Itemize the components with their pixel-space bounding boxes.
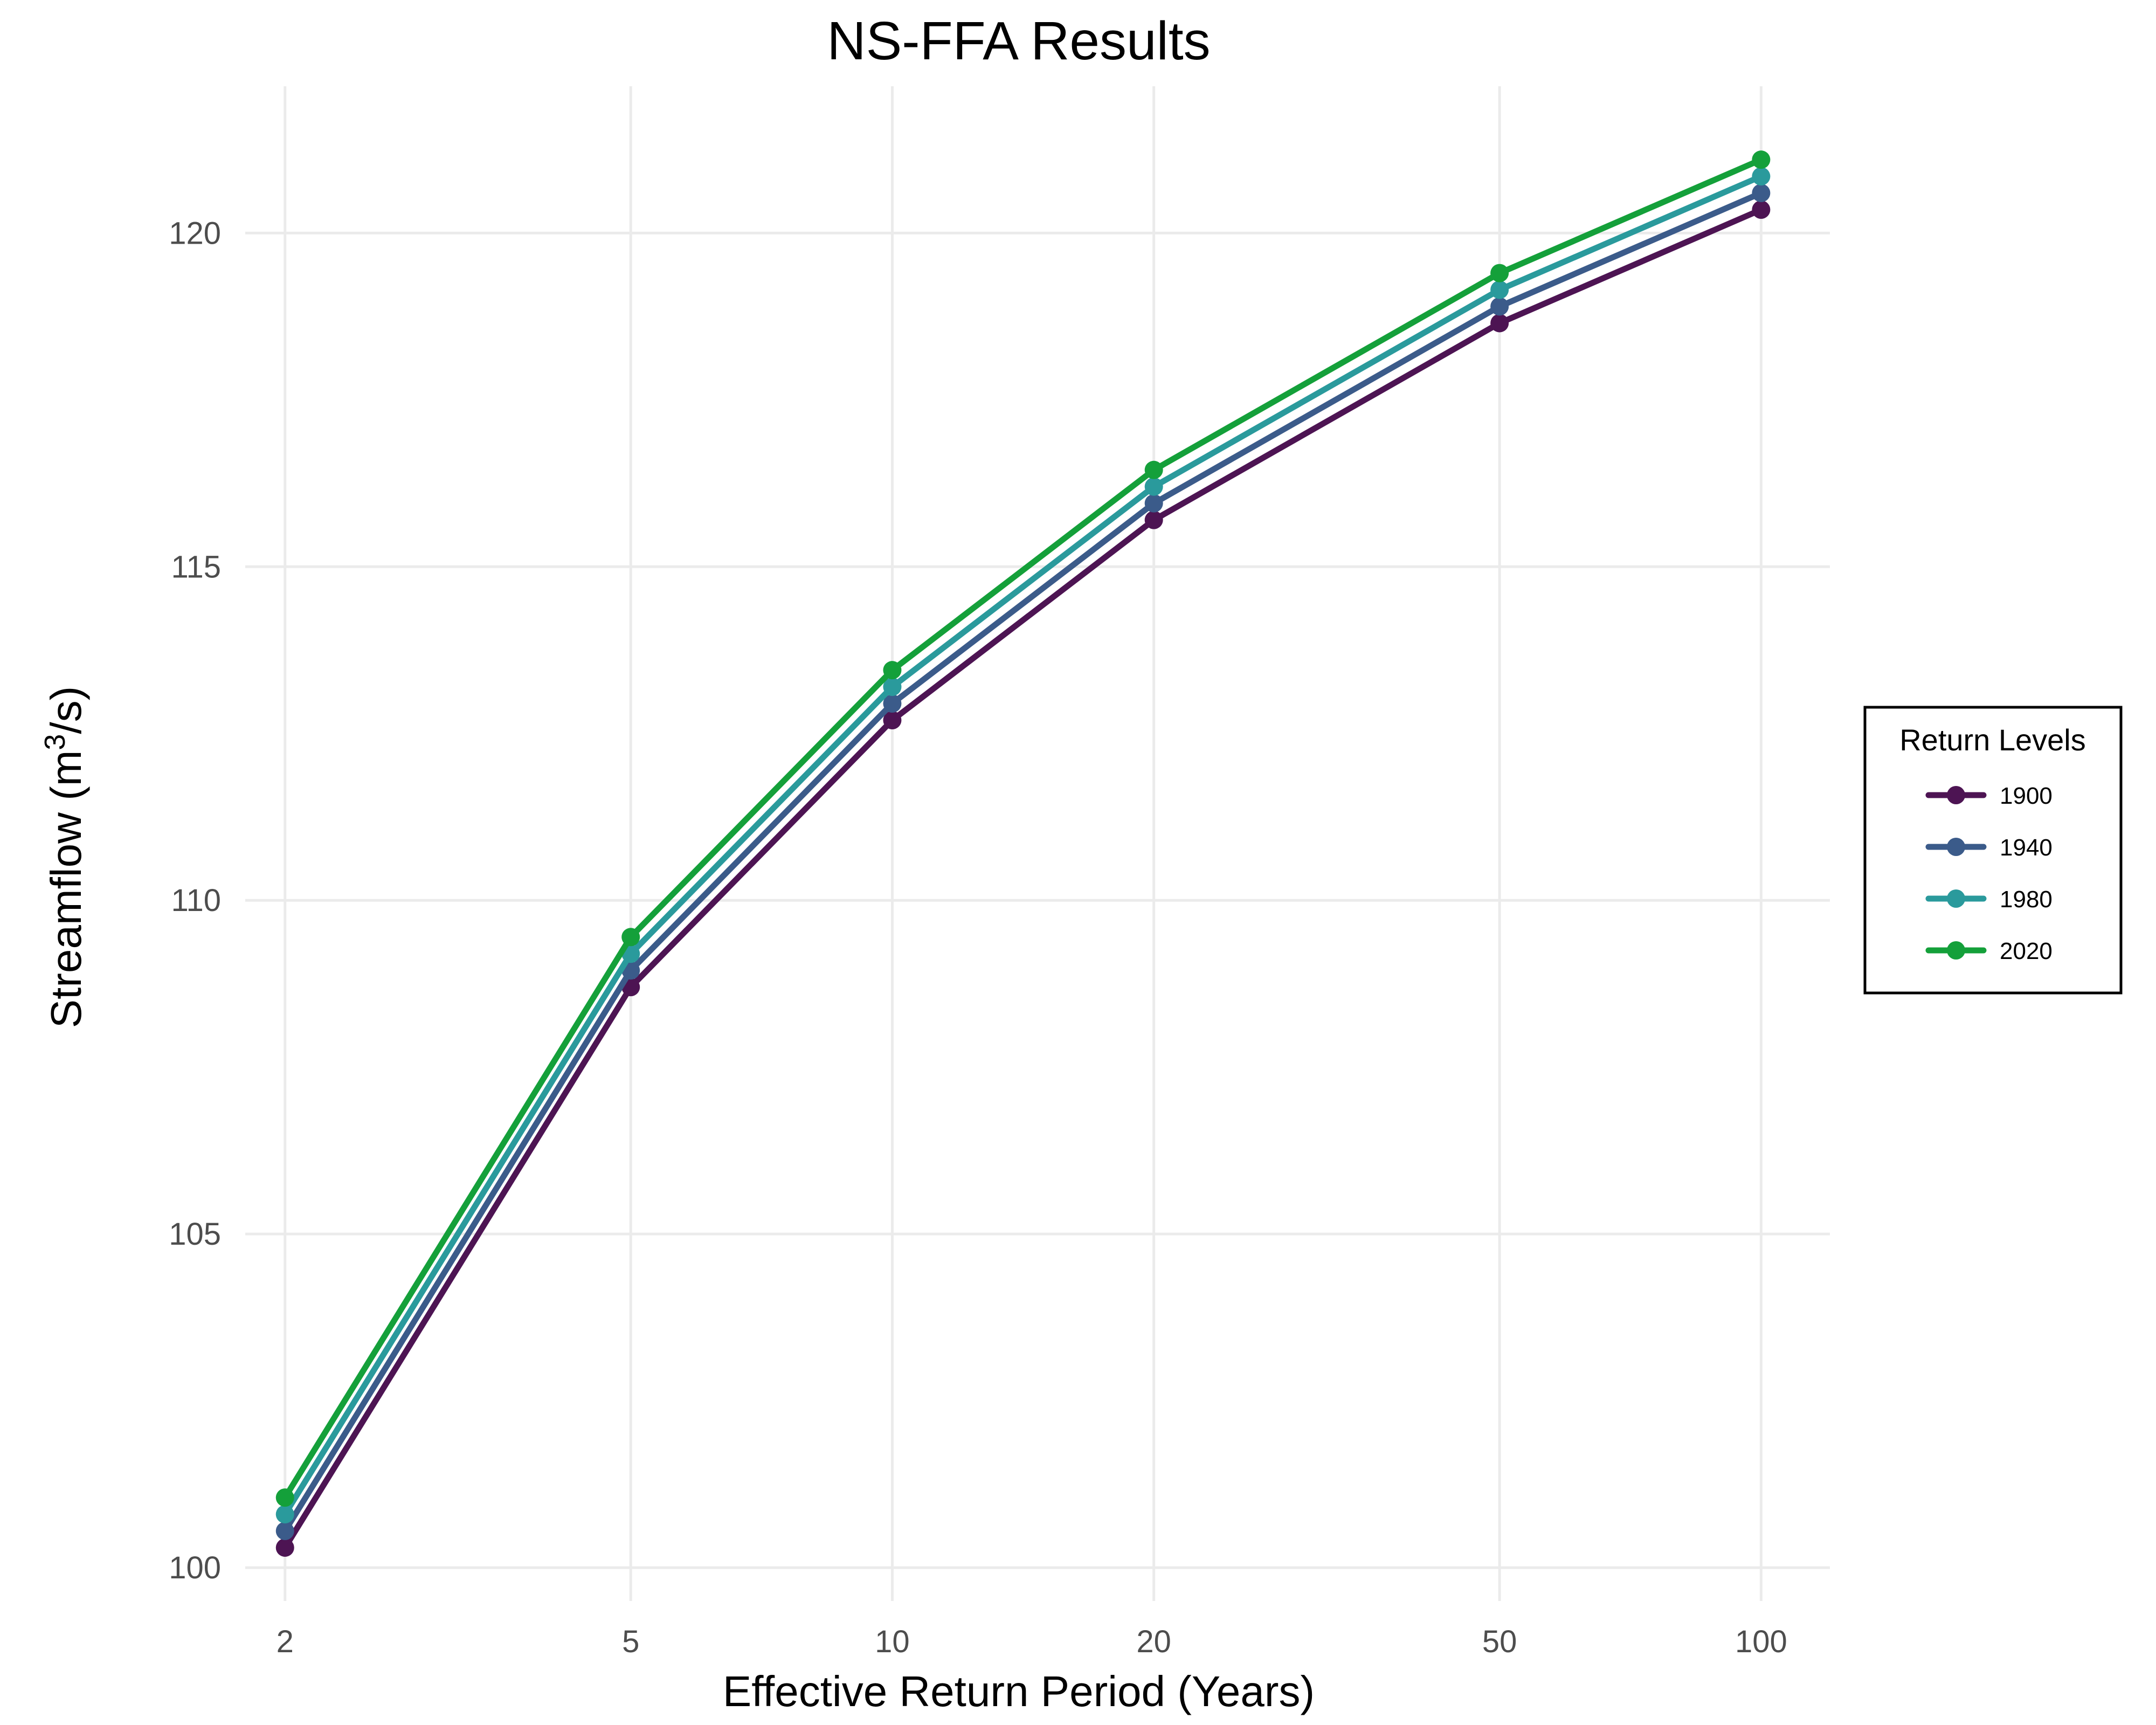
data-point xyxy=(1144,494,1163,513)
y-tick-label: 110 xyxy=(171,883,221,918)
y-tick-label: 105 xyxy=(169,1217,221,1252)
y-tick-label: 115 xyxy=(171,549,221,584)
data-point xyxy=(1490,264,1509,282)
legend-label: 2020 xyxy=(2000,938,2053,964)
legend-label: 1980 xyxy=(2000,886,2053,913)
data-point xyxy=(275,1505,294,1524)
x-tick-label: 2 xyxy=(277,1624,294,1659)
data-point xyxy=(1490,280,1509,299)
x-tick-label: 10 xyxy=(875,1624,910,1659)
legend-item-1980: 1980 xyxy=(1925,886,2053,913)
series-1900 xyxy=(275,201,1771,1557)
legend-item-2020: 2020 xyxy=(1925,938,2053,964)
data-point xyxy=(883,678,902,696)
data-point xyxy=(1490,297,1509,316)
legend-key-point xyxy=(1947,889,1965,908)
legend-items: 1900 1940 1980 2020 xyxy=(1925,783,2053,964)
legend-box xyxy=(1863,706,2123,995)
series-1940 xyxy=(275,184,1771,1541)
data-point xyxy=(275,1488,294,1507)
tick-layer: 100 105 110 115 120 2 5 10 20 50 100 xyxy=(169,216,1787,1659)
legend-title: Return Levels xyxy=(1899,723,2086,757)
legend-item-1900: 1900 xyxy=(1925,783,2053,809)
data-point xyxy=(1144,477,1163,496)
series-line xyxy=(282,206,1764,1551)
y-tick-label: 120 xyxy=(169,216,221,251)
x-tick-label: 100 xyxy=(1735,1624,1787,1659)
data-point xyxy=(883,694,902,713)
legend-key-point xyxy=(1947,838,1965,856)
data-point xyxy=(883,661,902,680)
series-layer xyxy=(275,150,1771,1557)
x-tick-label: 20 xyxy=(1136,1624,1171,1659)
legend: Return Levels 1900 1940 1980 2020 xyxy=(1863,706,2123,995)
chart-title: NS-FFA Results xyxy=(827,11,1210,71)
data-point xyxy=(275,1522,294,1541)
y-axis-title: Streamflow (m3/s) xyxy=(39,686,90,1029)
legend-label: 1900 xyxy=(2000,783,2053,809)
data-point xyxy=(883,710,902,729)
x-tick-label: 50 xyxy=(1482,1624,1517,1659)
legend-key-point xyxy=(1947,786,1965,804)
data-point xyxy=(1752,184,1771,203)
data-point xyxy=(1144,460,1163,479)
data-point xyxy=(1752,201,1771,219)
series-line xyxy=(282,190,1764,1534)
data-point xyxy=(1144,510,1163,529)
y-axis-title-superscript: 3 xyxy=(39,734,71,750)
y-axis-title-main: Streamflow (m xyxy=(42,750,90,1029)
legend-item-1940: 1940 xyxy=(1925,834,2053,861)
series-1980 xyxy=(275,167,1771,1524)
data-point xyxy=(1490,314,1509,333)
data-point xyxy=(1752,167,1771,186)
legend-label: 1940 xyxy=(2000,834,2053,861)
legend-key-point xyxy=(1947,941,1965,960)
series-2020 xyxy=(275,150,1771,1507)
y-axis-title-tail: /s) xyxy=(42,686,90,734)
grid-layer xyxy=(245,86,1830,1601)
series-line xyxy=(282,173,1764,1517)
y-tick-label: 100 xyxy=(169,1550,221,1585)
x-axis-title: Effective Return Period (Years) xyxy=(723,1667,1315,1715)
data-point xyxy=(1752,150,1771,169)
x-tick-label: 5 xyxy=(622,1624,639,1659)
data-point xyxy=(621,928,640,947)
series-line xyxy=(282,156,1764,1501)
data-point xyxy=(275,1538,294,1557)
